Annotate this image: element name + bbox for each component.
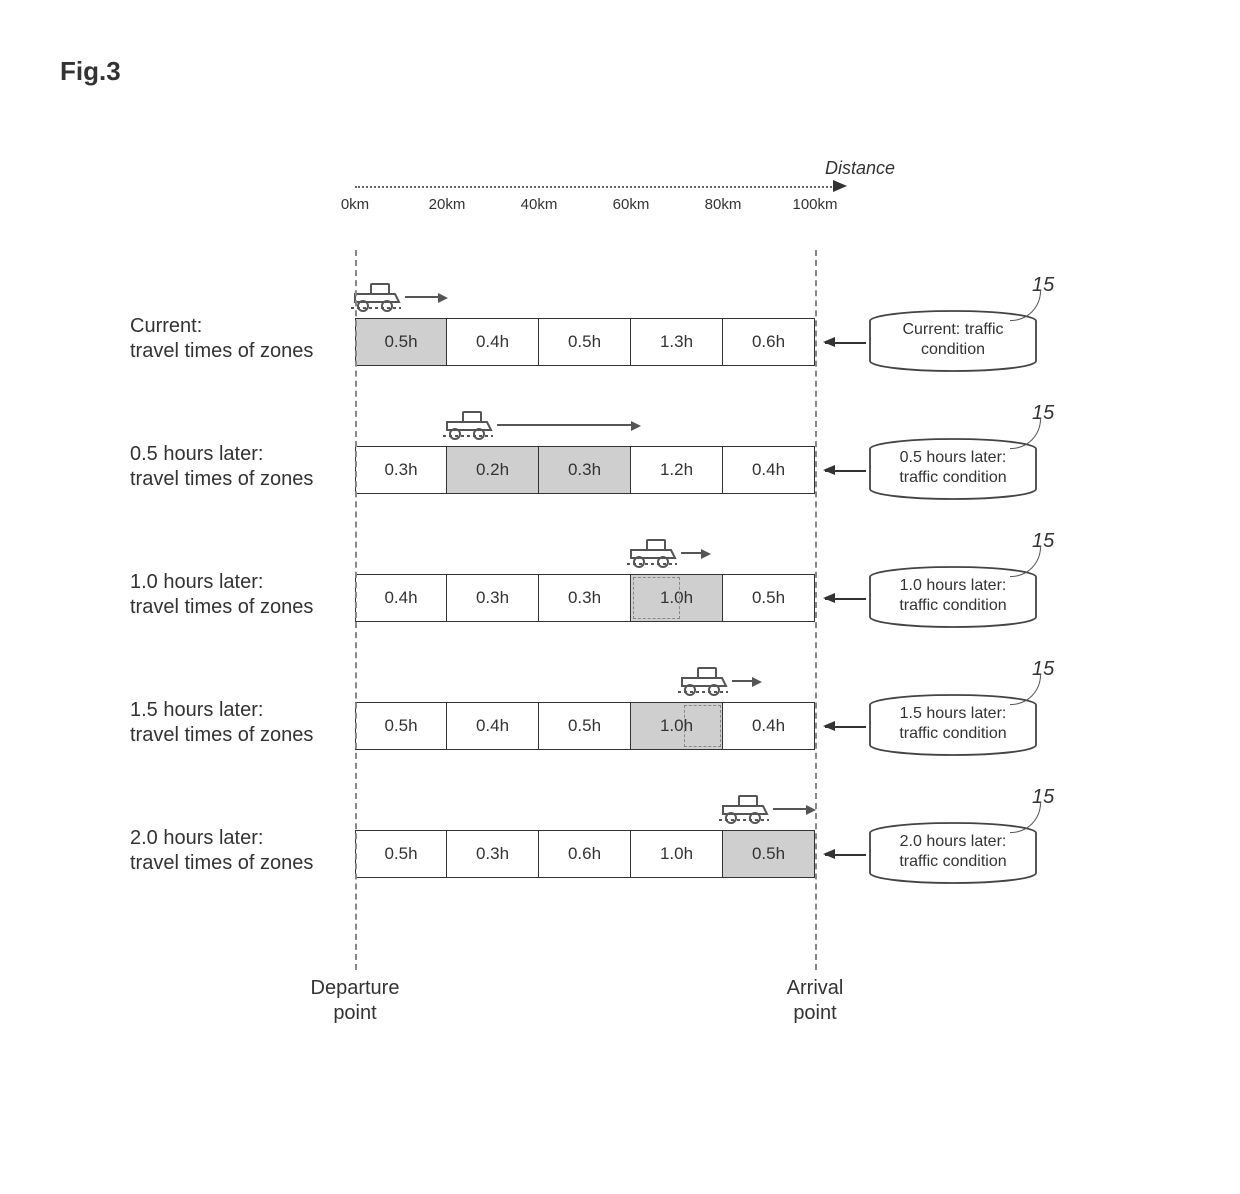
zone-cell: 0.3h [539,446,631,494]
row-label: 1.0 hours later:travel times of zones [130,570,313,620]
zone-cell: 0.5h [539,318,631,366]
row-label: 1.5 hours later:travel times of zones [130,698,313,748]
zone-cell: 0.4h [723,702,815,750]
zone-cell: 0.4h [723,446,815,494]
distance-tick: 0km [341,196,369,213]
traffic-db-label: 2.0 hours later:traffic condition [873,832,1033,872]
row-label: 2.0 hours later:travel times of zones [130,826,313,876]
partial-zone-outline [633,577,680,619]
vehicle-arrow-icon [732,680,752,682]
zone-cell: 0.3h [355,446,447,494]
zones-row: 0.4h0.3h0.3h1.0h0.5h [355,574,815,622]
vehicle-icon [717,792,773,826]
vehicle-icon [676,664,732,698]
row-label: 0.5 hours later:travel times of zones [130,442,313,492]
row-label: Current:travel times of zones [130,314,313,364]
vehicle-icon [349,280,405,314]
zone-cell: 0.3h [539,574,631,622]
traffic-db-label: Current: trafficcondition [873,320,1033,360]
vehicle-arrow-icon [405,296,438,298]
zone-cell: 0.2h [447,446,539,494]
departure-guide [355,250,357,970]
zones-row: 0.3h0.2h0.3h1.2h0.4h [355,446,815,494]
zones-row: 0.5h0.3h0.6h1.0h0.5h [355,830,815,878]
zone-cell: 0.5h [355,318,447,366]
distance-axis-line [355,186,835,188]
zones-row: 0.5h0.4h0.5h1.0h0.4h [355,702,815,750]
traffic-db-label: 1.0 hours later:traffic condition [873,576,1033,616]
distance-tick: 20km [429,196,466,213]
zone-cell: 0.4h [355,574,447,622]
zone-cell: 0.5h [355,830,447,878]
zone-cell: 1.2h [631,446,723,494]
distance-tick: 80km [705,196,742,213]
zone-cell: 0.4h [447,318,539,366]
distance-axis-arrow-icon [833,180,847,192]
vehicle-arrow-icon [681,552,701,554]
zone-cell: 0.5h [723,574,815,622]
vehicle-arrow-icon [497,424,631,426]
zones-row: 0.5h0.4h0.5h1.3h0.6h [355,318,815,366]
arrival-guide [815,250,817,970]
vehicle-icon [441,408,497,442]
figure-label: Fig.3 [60,56,121,87]
distance-tick: 60km [613,196,650,213]
arrival-label: Arrivalpoint [745,976,885,1026]
partial-zone-outline [684,705,721,747]
zone-cell: 0.5h [723,830,815,878]
vehicle-icon [625,536,681,570]
zone-cell: 0.6h [723,318,815,366]
traffic-db-label: 0.5 hours later:traffic condition [873,448,1033,488]
distance-axis-title: Distance [825,158,895,179]
zone-cell: 0.5h [539,702,631,750]
traffic-db-label: 1.5 hours later:traffic condition [873,704,1033,744]
vehicle-arrow-icon [773,808,806,810]
zone-cell: 0.5h [355,702,447,750]
zone-cell: 0.3h [447,830,539,878]
zone-cell: 1.0h [631,830,723,878]
distance-tick: 100km [792,196,837,213]
zone-cell: 0.6h [539,830,631,878]
zone-cell: 1.3h [631,318,723,366]
departure-label: Departurepoint [285,976,425,1026]
zone-cell: 0.4h [447,702,539,750]
zone-cell: 0.3h [447,574,539,622]
distance-tick: 40km [521,196,558,213]
